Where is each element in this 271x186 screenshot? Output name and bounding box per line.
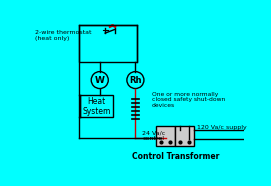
Circle shape <box>91 72 108 89</box>
Text: Control Transformer: Control Transformer <box>132 152 220 161</box>
Bar <box>175 126 193 145</box>
Text: Heat
System: Heat System <box>82 97 111 116</box>
Text: Rh: Rh <box>129 76 142 85</box>
Text: 24 Va/c
control: 24 Va/c control <box>142 130 166 141</box>
Text: 120 Va/c supply: 120 Va/c supply <box>197 125 246 130</box>
Bar <box>80 95 113 117</box>
Bar <box>156 126 175 145</box>
Text: 2-wire thermostat
(heat only): 2-wire thermostat (heat only) <box>36 30 92 41</box>
Text: W: W <box>95 76 105 85</box>
Circle shape <box>127 72 144 89</box>
Bar <box>79 25 137 62</box>
Text: One or more normally
closed safety shut-down
devices: One or more normally closed safety shut-… <box>152 92 225 108</box>
